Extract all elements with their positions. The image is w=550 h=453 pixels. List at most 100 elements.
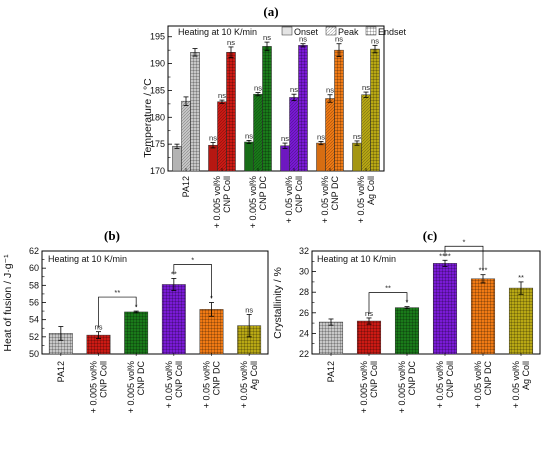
panel-a-significance: ns (335, 35, 343, 44)
panel-c-y-tick-label: 32 (299, 246, 309, 256)
panel-a-bar-onset-hatch (316, 143, 326, 171)
panel-a-significance: ns (353, 132, 361, 141)
panel-a-category-label: + 0.005 vol% CNP DC (248, 176, 268, 229)
panel-a-bar-onset-hatch (172, 146, 182, 171)
panel-b-bar-hatch (162, 284, 186, 354)
panel-c-category-label-line: + 0.05 vol% (435, 361, 445, 408)
panel-a-legend-entry: Peak (338, 27, 359, 37)
panel-a-bar-peak-hatch (361, 94, 371, 171)
panel-a-category-label-line: + 0.05 vol% (284, 176, 294, 223)
panel-a-bar-endset-hatch (262, 46, 272, 171)
panel-b-y-tick-label: 56 (29, 298, 39, 308)
panel-a-significance: ns (227, 38, 235, 47)
panel-a-category-label: + 0.05 vol% Ag Coll (356, 176, 376, 223)
panel-c-bracket-label: ** (385, 284, 391, 293)
panel-c-category-label-line: PA12 (326, 361, 336, 382)
panel-c-bar-hatch (433, 263, 457, 354)
panel-a-bar-endset-hatch (226, 52, 236, 171)
panel-b-y-axis-label: Heat of fusion / J·g⁻¹ (2, 254, 14, 352)
panel-a-y-tick-label: 175 (150, 139, 165, 149)
panel-a-bar-peak-hatch (217, 101, 227, 171)
panel-c-bar-hatch (319, 322, 343, 354)
panel-a-y-tick-label: 170 (150, 166, 165, 176)
panel-a-bar-peak-hatch (289, 97, 299, 171)
panel-a-category-label: + 0.05 vol% CNP Coll (284, 176, 304, 223)
panel-c-y-tick-label: 26 (299, 308, 309, 318)
panel-b-significance-bracket (98, 296, 137, 328)
panel-b-bracket-label: * (191, 255, 194, 264)
panel-c-y-tick-label: 24 (299, 328, 309, 338)
panel-a-y-tick-label: 185 (150, 85, 165, 95)
panel-c-category-label: + 0.005 vol% CNP Coll (359, 361, 379, 413)
panel-b-y-tick-label: 50 (29, 349, 39, 359)
panel-c-category-label-line: CNP Coll (369, 361, 379, 398)
panel-c-significance-bracket (368, 292, 408, 314)
panel-a-category-label: + 0.05 vol% CNP DC (320, 176, 340, 224)
panel-a-significance: ns (362, 83, 370, 92)
panel-a-category-label-line: Ag Coll (366, 176, 376, 205)
panel-c-category-label: + 0.05 vol% CNP DC (473, 361, 493, 409)
panel-c-bar-hatch (395, 307, 419, 354)
panel-b-category-label-line: CNP Coll (99, 361, 109, 398)
panel-b-category-label-line: + 0.05 vol% (164, 361, 174, 408)
panel-b-y-tick-label: 58 (29, 280, 39, 290)
panel-a-bar-endset-hatch (370, 49, 380, 172)
panel-b-category-label-line: + 0.005 vol% (126, 361, 136, 413)
panel-a-bar-peak-hatch (181, 101, 191, 171)
panel-c-category-label-line: CNP Coll (445, 361, 455, 398)
panel-b-category-label-line: PA12 (56, 361, 66, 382)
panel-a-bar-peak-hatch (253, 94, 263, 171)
panel-a-category-label-line: CNP Coll (294, 176, 304, 213)
panel-a-category-label-line: CNP DC (258, 176, 268, 211)
panel-b-plot-frame (41, 250, 269, 355)
panel-a-category-label: + 0.005 vol% CNP Coll (212, 176, 232, 228)
panel-c-plot-frame (311, 250, 541, 355)
panel-b-significance-bracket (173, 264, 212, 299)
panel-c-category-label: + 0.05 vol% CNP Coll (435, 361, 455, 408)
panel-a-significance: ns (209, 134, 217, 143)
panel-a-label: (a) (263, 4, 278, 19)
panel-a-chart: (a) Temperature / °C Heating at 10 K/min… (142, 4, 407, 228)
panel-a-significance: ns (218, 91, 226, 100)
panel-b-significance: ns (245, 306, 253, 315)
panel-a-category-label: PA12 (181, 176, 191, 197)
panel-a-category-label-line: + 0.05 vol% (356, 176, 366, 223)
panel-b-bar-hatch (86, 335, 111, 354)
panel-a-bar-onset-hatch (280, 145, 290, 171)
panel-a-bar-endset-hatch (334, 50, 344, 171)
panel-a-y-tick-label: 190 (150, 59, 165, 69)
panel-a-legend-swatch-hatch (366, 27, 376, 35)
panel-c-category-label: + 0.05 vol% Ag Coll (511, 361, 531, 408)
panel-b-category-label: + 0.005 vol% CNP Coll (89, 361, 109, 413)
panel-a-legend: Heating at 10 K/min Onset Peak Endset (178, 26, 407, 37)
panel-a-y-tick-label: 195 (150, 32, 165, 42)
panel-a-significance: ns (245, 131, 253, 140)
panel-a-legend-swatch-hatch (326, 27, 336, 35)
panel-c-category-label-line: CNP DC (483, 361, 493, 396)
panel-c-label: (c) (423, 228, 437, 243)
panel-b-bar-hatch (237, 325, 261, 354)
panel-a-significance: ns (326, 86, 334, 95)
panel-a-significance: ns (263, 33, 271, 42)
panel-b-category-label-line: CNP Coll (174, 361, 184, 398)
panel-a-legend-swatch-hatch (282, 27, 292, 35)
panel-a-bar-onset-hatch (352, 143, 362, 171)
panel-c-category-label-line: + 0.05 vol% (511, 361, 521, 408)
panel-a-category-label-line: + 0.005 vol% (212, 176, 222, 228)
panel-b-category-label-line: CNP DC (212, 361, 222, 396)
panel-b-y-tick-label: 62 (29, 246, 39, 256)
panel-c-significance: ** (518, 273, 524, 282)
panel-a-significance: ns (299, 35, 307, 44)
panel-c-category-label-line: Ag Coll (521, 361, 531, 390)
panel-a-category-label-line: CNP Coll (222, 176, 232, 213)
panel-a-bar-onset-hatch (244, 142, 254, 171)
panel-a-significance: ns (281, 134, 289, 143)
panel-a-significance: ns (371, 36, 379, 45)
panel-b-bar-hatch (49, 333, 73, 354)
panel-c-annotation: Heating at 10 K/min (317, 254, 396, 264)
panel-c-bar-hatch (509, 288, 533, 354)
panel-c-category-label: + 0.005 vol% CNP DC (397, 361, 417, 414)
panel-c-category-label-line: + 0.005 vol% (397, 361, 407, 413)
panel-b-y-tick-label: 60 (29, 263, 39, 273)
panel-b-category-label-line: + 0.05 vol% (239, 361, 249, 408)
